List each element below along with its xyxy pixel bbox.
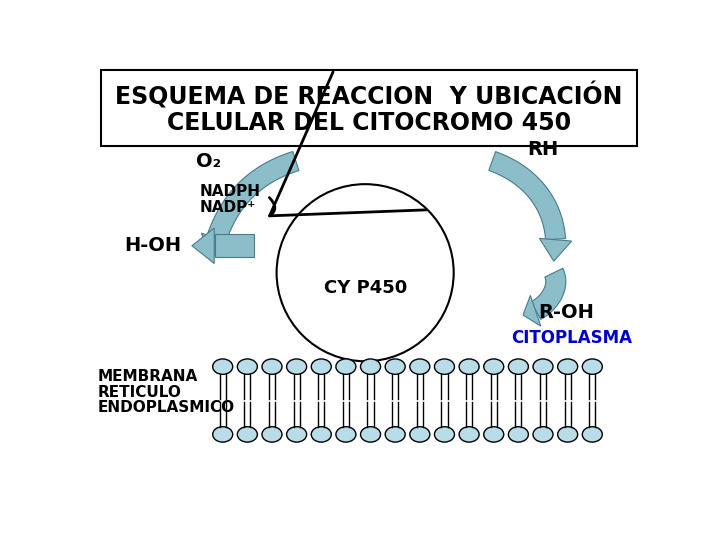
Ellipse shape: [385, 359, 405, 374]
Ellipse shape: [410, 427, 430, 442]
Ellipse shape: [336, 359, 356, 374]
Ellipse shape: [287, 427, 307, 442]
Ellipse shape: [361, 427, 381, 442]
Ellipse shape: [410, 359, 430, 374]
Ellipse shape: [459, 427, 479, 442]
Ellipse shape: [238, 359, 257, 374]
Text: NADPH: NADPH: [199, 184, 261, 199]
Text: O₂: O₂: [196, 152, 221, 171]
Text: NADP⁺: NADP⁺: [199, 200, 256, 215]
Text: R-OH: R-OH: [539, 303, 594, 322]
Ellipse shape: [212, 427, 233, 442]
Polygon shape: [523, 295, 541, 326]
Polygon shape: [539, 239, 572, 261]
Text: ESQUEMA DE REACCION  Y UBICACIÓN: ESQUEMA DE REACCION Y UBICACIÓN: [115, 82, 623, 109]
Ellipse shape: [262, 359, 282, 374]
Ellipse shape: [287, 359, 307, 374]
Ellipse shape: [311, 427, 331, 442]
Text: RH: RH: [527, 140, 558, 159]
Polygon shape: [207, 152, 299, 240]
Polygon shape: [215, 234, 253, 257]
FancyBboxPatch shape: [101, 70, 637, 146]
Ellipse shape: [238, 427, 257, 442]
Ellipse shape: [558, 359, 577, 374]
Text: CELULAR DEL CITOCROMO 450: CELULAR DEL CITOCROMO 450: [167, 111, 571, 134]
Ellipse shape: [582, 427, 603, 442]
Ellipse shape: [212, 359, 233, 374]
Ellipse shape: [484, 427, 504, 442]
Text: MEMBRANA: MEMBRANA: [98, 369, 198, 384]
Ellipse shape: [434, 359, 454, 374]
Ellipse shape: [582, 359, 603, 374]
Polygon shape: [192, 228, 215, 264]
Text: RETICULO: RETICULO: [98, 384, 182, 400]
Polygon shape: [531, 268, 566, 320]
Ellipse shape: [508, 359, 528, 374]
Ellipse shape: [434, 427, 454, 442]
FancyArrowPatch shape: [269, 72, 427, 216]
Ellipse shape: [311, 359, 331, 374]
Text: CY P450: CY P450: [323, 279, 407, 297]
Ellipse shape: [508, 427, 528, 442]
Ellipse shape: [484, 359, 504, 374]
Polygon shape: [489, 152, 565, 240]
Ellipse shape: [533, 359, 553, 374]
Polygon shape: [202, 233, 233, 257]
Ellipse shape: [262, 427, 282, 442]
Ellipse shape: [459, 359, 479, 374]
Ellipse shape: [361, 359, 381, 374]
Ellipse shape: [385, 427, 405, 442]
Circle shape: [276, 184, 454, 361]
Ellipse shape: [558, 427, 577, 442]
Ellipse shape: [533, 427, 553, 442]
Text: CITOPLASMA: CITOPLASMA: [511, 329, 632, 347]
Ellipse shape: [336, 427, 356, 442]
Text: H-OH: H-OH: [124, 237, 181, 255]
Text: ENDOPLASMICO: ENDOPLASMICO: [98, 400, 235, 415]
